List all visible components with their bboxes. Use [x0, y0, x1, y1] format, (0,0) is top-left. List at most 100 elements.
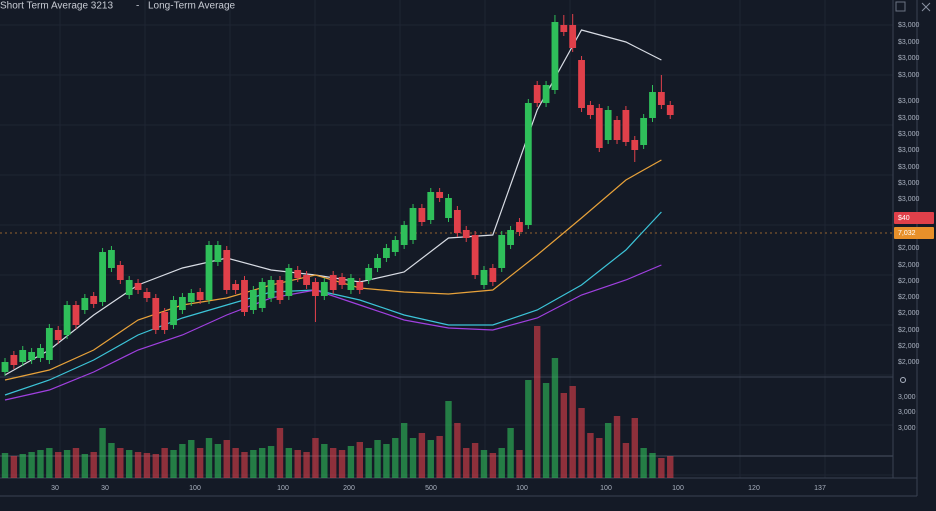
volume-bar	[241, 452, 248, 478]
volume-bar	[338, 450, 346, 478]
volume-bar	[542, 383, 550, 478]
volume-bar	[516, 450, 523, 478]
candle-body	[90, 296, 98, 304]
candle-body	[63, 305, 71, 335]
volume-bar	[560, 393, 568, 478]
y-axis-label: $3,000	[898, 115, 920, 122]
volume-bar	[551, 358, 559, 478]
y-axis-label: $2,000	[898, 294, 920, 301]
y-axis-label: $3,000	[898, 22, 920, 29]
volume-bar	[374, 440, 381, 478]
volume-bar	[72, 448, 80, 478]
candle-body	[524, 103, 532, 225]
volume-bar	[463, 448, 470, 478]
y-axis-label: $3,000	[898, 180, 920, 187]
volume-bar	[587, 433, 594, 478]
price-tag	[894, 227, 934, 239]
y-axis-label: $3,000	[898, 196, 920, 203]
candle-body	[356, 282, 364, 290]
y-axis-label: $3,000	[898, 164, 920, 171]
candle-body	[471, 235, 479, 275]
y-axis-label: $3,000	[898, 147, 920, 154]
candle-body	[267, 280, 275, 298]
candle-body	[631, 140, 639, 150]
volume-bar	[125, 450, 133, 478]
x-axis-label: 30	[51, 485, 59, 492]
volume-bar	[196, 448, 204, 478]
y-axis-label: $2,000	[898, 359, 920, 366]
volume-bar	[55, 452, 62, 478]
candle-body	[595, 108, 603, 148]
candle-body	[507, 230, 514, 245]
volume-bar	[37, 450, 44, 478]
close-button[interactable]	[921, 2, 931, 12]
y-axis-label: $3,000	[898, 72, 920, 79]
candle-body	[578, 60, 585, 108]
candle-body	[143, 292, 151, 298]
x-axis-label: 100	[672, 485, 684, 492]
candle-body	[374, 258, 381, 268]
candle-body	[640, 118, 648, 145]
volume-bar	[622, 443, 630, 478]
volume-bar	[427, 440, 434, 478]
volume-bar	[658, 458, 665, 478]
volume-bar	[214, 444, 222, 478]
volume-bar	[392, 438, 399, 478]
price-tag-label: 7,032	[898, 230, 916, 237]
y-axis-label: $3,000	[898, 98, 920, 105]
volume-bar	[489, 453, 497, 478]
candle-body	[569, 25, 577, 48]
volume-bar	[161, 448, 168, 478]
volume-bar	[117, 448, 124, 478]
volume-axis-label: 3,000	[898, 394, 916, 401]
window-button[interactable]	[895, 1, 906, 12]
candle-body	[436, 192, 444, 198]
volume-bar	[205, 438, 213, 478]
volume-bar	[329, 448, 337, 478]
volume-bar	[480, 450, 488, 478]
volume-bar	[259, 448, 266, 478]
candle-body	[542, 85, 550, 103]
volume-bar	[454, 423, 461, 478]
volume-bar	[179, 444, 186, 478]
candle-body	[453, 210, 461, 233]
volume-bars	[1, 326, 674, 478]
volume-axis-label: 3,000	[898, 409, 916, 416]
candle-body	[303, 275, 310, 285]
candle-body	[232, 284, 240, 290]
volume-bar	[400, 423, 408, 478]
x-axis-label: 100	[516, 485, 528, 492]
moving-average-line	[4, 159, 662, 381]
y-axis-label: $2,000	[898, 245, 920, 252]
price-tag	[894, 212, 934, 224]
volume-bar	[276, 428, 284, 478]
volume-bar	[108, 443, 115, 478]
volume-bar	[321, 444, 328, 478]
volume-bar	[81, 454, 89, 478]
volume-bar	[134, 452, 142, 478]
y-axis-label: $3,000	[898, 55, 920, 62]
volume-axis-label: 3,000	[898, 425, 916, 432]
volume-bar	[498, 448, 505, 478]
volume-bar	[250, 450, 257, 478]
volume-bar	[365, 448, 372, 478]
moving-average-line	[4, 211, 662, 396]
candle-body	[649, 92, 656, 118]
volume-bar	[409, 438, 417, 478]
volume-bar	[232, 448, 239, 478]
volume-bar	[445, 401, 452, 478]
candle-body	[179, 297, 186, 310]
legend-item: Long-Term Average	[148, 1, 236, 12]
volume-bar	[631, 418, 638, 478]
settings-icon[interactable]	[900, 377, 906, 383]
volume-bar	[578, 408, 585, 478]
x-axis-label: 500	[425, 485, 437, 492]
candle-body	[489, 268, 497, 282]
volume-bar	[143, 453, 151, 478]
volume-bar	[525, 380, 532, 478]
candle-body	[276, 280, 284, 300]
candle-body	[249, 290, 257, 310]
candle-body	[81, 298, 89, 310]
